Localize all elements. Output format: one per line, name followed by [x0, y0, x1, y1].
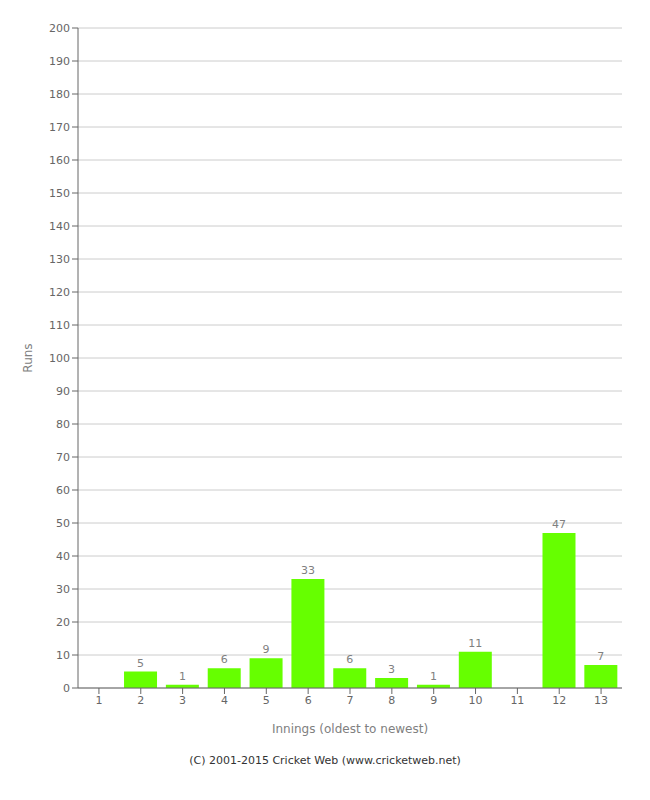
svg-text:1: 1	[95, 694, 102, 707]
svg-text:50: 50	[56, 517, 70, 530]
svg-text:5: 5	[263, 694, 270, 707]
svg-text:33: 33	[301, 564, 315, 577]
svg-text:30: 30	[56, 583, 70, 596]
svg-text:7: 7	[597, 650, 604, 663]
svg-text:130: 130	[49, 253, 70, 266]
svg-text:10: 10	[56, 649, 70, 662]
svg-text:120: 120	[49, 286, 70, 299]
svg-text:13: 13	[594, 694, 608, 707]
svg-text:6: 6	[346, 653, 353, 666]
svg-text:Runs: Runs	[21, 343, 35, 372]
svg-text:Innings (oldest to newest): Innings (oldest to newest)	[272, 722, 428, 736]
svg-text:8: 8	[388, 694, 395, 707]
svg-text:0: 0	[63, 682, 70, 695]
svg-text:180: 180	[49, 88, 70, 101]
svg-text:7: 7	[347, 694, 354, 707]
svg-text:20: 20	[56, 616, 70, 629]
svg-text:1: 1	[179, 670, 186, 683]
svg-text:6: 6	[305, 694, 312, 707]
svg-text:150: 150	[49, 187, 70, 200]
svg-text:47: 47	[552, 518, 566, 531]
svg-text:9: 9	[430, 694, 437, 707]
svg-text:70: 70	[56, 451, 70, 464]
svg-text:170: 170	[49, 121, 70, 134]
svg-text:6: 6	[221, 653, 228, 666]
svg-text:40: 40	[56, 550, 70, 563]
svg-text:110: 110	[49, 319, 70, 332]
svg-text:4: 4	[221, 694, 228, 707]
svg-text:3: 3	[388, 663, 395, 676]
svg-text:190: 190	[49, 55, 70, 68]
svg-text:9: 9	[263, 643, 270, 656]
svg-text:200: 200	[49, 22, 70, 35]
svg-text:5: 5	[137, 657, 144, 670]
svg-text:60: 60	[56, 484, 70, 497]
html-text:(C) 2001-2015 Cricket Web (www: (C) 2001-2015 Cricket Web (www.cricketwe…	[189, 754, 461, 767]
svg-text:3: 3	[179, 694, 186, 707]
svg-text:11: 11	[510, 694, 524, 707]
svg-text:90: 90	[56, 385, 70, 398]
svg-text:12: 12	[552, 694, 566, 707]
svg-text:80: 80	[56, 418, 70, 431]
svg-text:11: 11	[468, 637, 482, 650]
svg-text:140: 140	[49, 220, 70, 233]
svg-text:160: 160	[49, 154, 70, 167]
svg-text:1: 1	[430, 670, 437, 683]
svg-text:100: 100	[49, 352, 70, 365]
svg-text:2: 2	[137, 694, 144, 707]
svg-text:10: 10	[469, 694, 483, 707]
